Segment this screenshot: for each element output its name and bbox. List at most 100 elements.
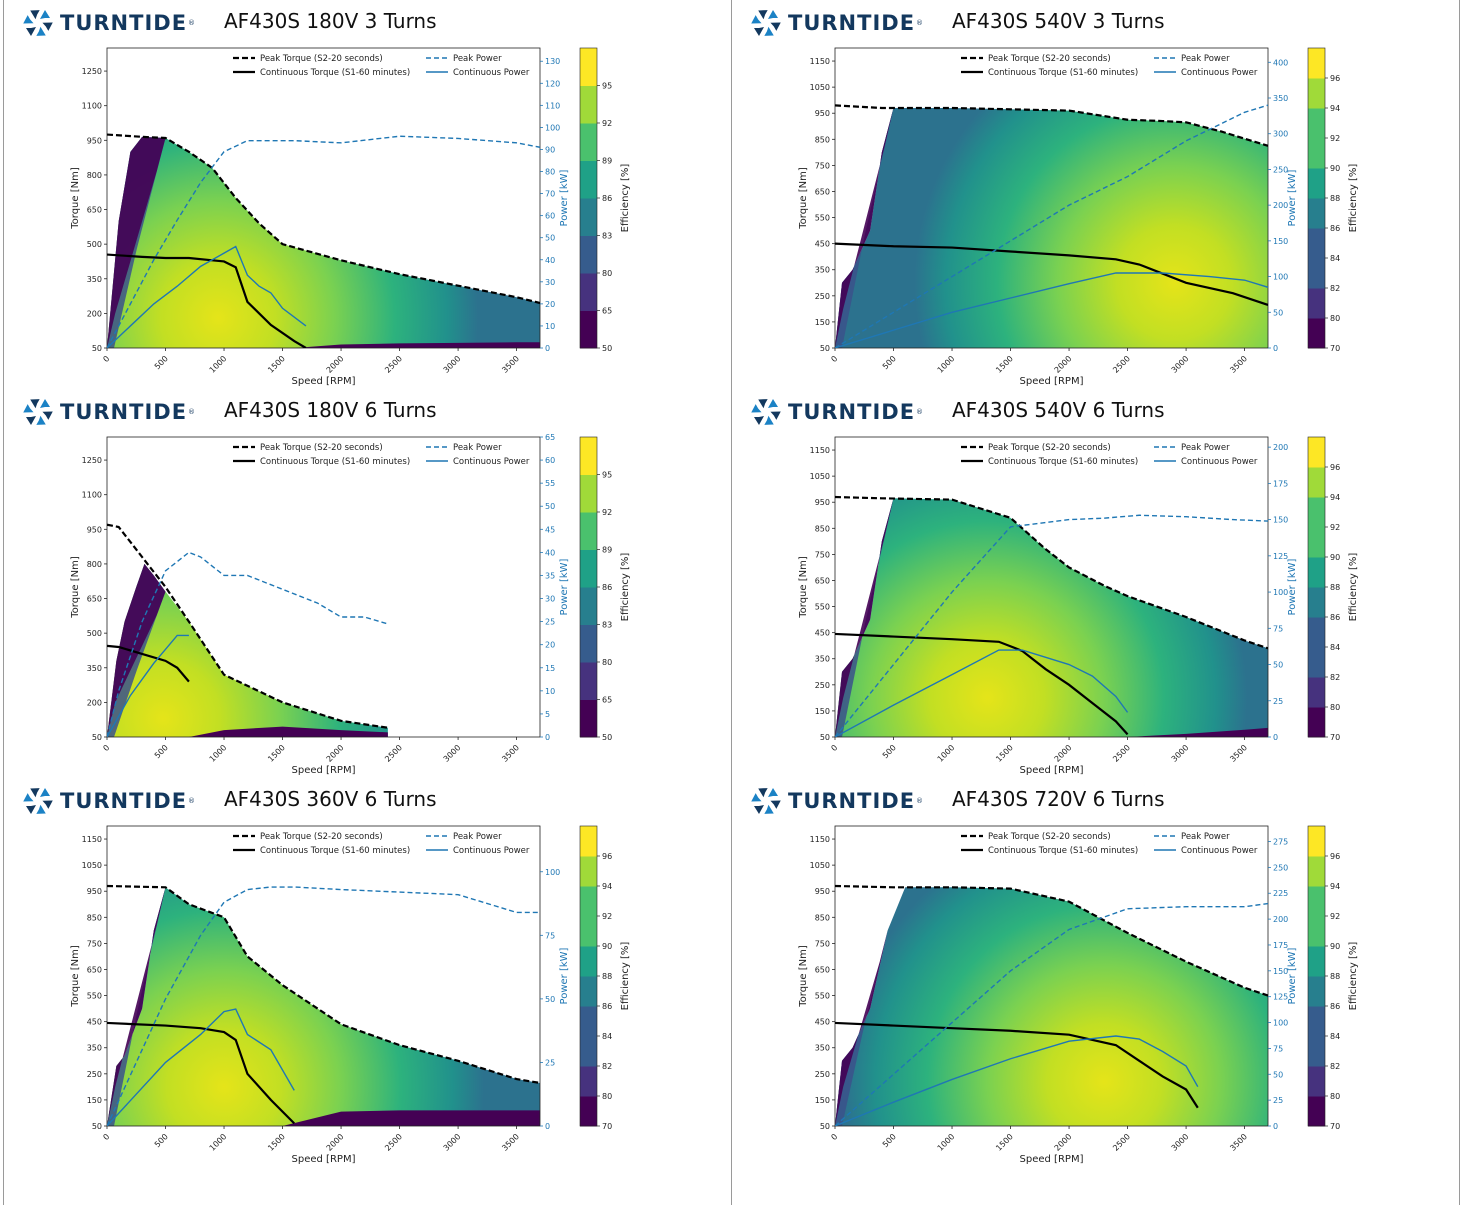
x-tick-label: 1000	[936, 743, 957, 764]
efficiency-contour-region	[835, 108, 1268, 348]
legend-entry: Continuous Power	[1181, 457, 1258, 467]
colorbar-tick-label: 90	[602, 942, 612, 951]
x-tick-label: 2500	[1111, 1132, 1132, 1153]
y2-tick-label: 175	[1273, 479, 1288, 488]
legend-entry: Peak Torque (S2-20 seconds)	[260, 832, 383, 842]
colorbar-tick-label: 94	[1330, 104, 1340, 113]
efficiency-colorbar: 70 80 82 84 86 88 90 92 94 96	[1307, 436, 1340, 742]
y-tick-label: 500	[87, 629, 102, 638]
y-tick-label: 950	[87, 887, 102, 896]
peak-power-line	[835, 902, 1268, 1126]
colorbar-tick-label: 86	[1330, 224, 1340, 233]
colorbar-tick-label: 89	[602, 546, 612, 555]
colorbar-tick-label: 94	[1330, 882, 1340, 891]
efficiency-map-chart: 0 500 1000 1500 2000 2500 3000 3500502003505006…	[70, 47, 631, 387]
brand-name: TURNTIDE	[788, 789, 916, 813]
colorbar-segment	[580, 437, 597, 475]
colorbar-segment	[1308, 1006, 1325, 1037]
x-tick-label: 0	[829, 1132, 839, 1142]
y2-tick-label: 10	[545, 322, 555, 331]
turntide-logo-icon	[23, 788, 53, 814]
x-axis-label: Speed [RPM]	[1020, 1154, 1084, 1165]
colorbar-tick-label: 96	[1330, 852, 1340, 861]
x-tick-label: 3500	[500, 354, 521, 375]
y-tick-label: 950	[87, 136, 102, 145]
lowest-efficiency-wedge	[107, 136, 166, 348]
legend-entry: Peak Power	[1181, 443, 1230, 453]
y-tick-label: 550	[87, 992, 102, 1001]
colorbar-tick-label: 88	[602, 972, 612, 981]
colorbar-tick-label: 96	[1330, 74, 1340, 83]
colorbar-tick-label: 80	[1330, 1092, 1340, 1101]
y-tick-label: 250	[87, 1070, 102, 1079]
x-tick-label: 0	[101, 354, 111, 364]
brand-name: TURNTIDE	[788, 400, 916, 424]
colorbar-segment	[1308, 138, 1325, 169]
y2-tick-label: 0	[545, 1122, 550, 1131]
y2-tick-label: 0	[1273, 733, 1278, 742]
y2-tick-label: 60	[545, 212, 555, 221]
y2-tick-label: 150	[1273, 967, 1288, 976]
x-axis-label: Speed [RPM]	[292, 765, 356, 776]
y2-tick-label: 0	[1273, 344, 1278, 353]
efficiency-colorbar: 70 80 82 84 86 88 90 92 94 96	[1307, 47, 1340, 353]
colorbar-segment	[1308, 108, 1325, 139]
y2-tick-label: 35	[545, 571, 555, 580]
y-tick-label: 150	[815, 1096, 830, 1105]
lowest-efficiency-wedge	[835, 498, 894, 737]
colorbar-tick-label: 86	[602, 583, 612, 592]
colorbar-tick-label: 94	[1330, 493, 1340, 502]
efficiency-map-chart: 0 500 1000 1500 2000 2500 3000 3500501502503504…	[798, 47, 1359, 387]
legend-entry: Peak Power	[1181, 832, 1230, 842]
efficiency-contour-region	[107, 136, 540, 348]
colorbar-tick-label: 70	[1330, 344, 1340, 353]
x-tick-label: 3000	[1170, 1132, 1191, 1153]
x-tick-label: 2500	[383, 743, 404, 764]
chart-title: AF430S 540V 3 Turns	[952, 9, 1165, 33]
chart-panel-3: TURNTIDE ® AF430S 180V 6 Turns 0 500 1000 1500…	[0, 389, 728, 778]
x-tick-label: 0	[829, 743, 839, 753]
continuous-power-line	[107, 634, 189, 737]
colorbar-segment	[1308, 856, 1325, 887]
colorbar-label: Efficiency [%]	[1348, 942, 1359, 1011]
y-tick-label: 500	[87, 240, 102, 249]
y-tick-label: 550	[815, 992, 830, 1001]
y-tick-label: 1050	[810, 472, 830, 481]
y2-axis-label: Power [kW]	[1287, 169, 1298, 226]
chart-legend: Peak Torque (S2-20 seconds) Continuous To…	[233, 54, 530, 78]
legend-entry: Continuous Power	[453, 457, 530, 467]
x-tick-label: 3000	[442, 354, 463, 375]
chart-legend: Peak Torque (S2-20 seconds) Continuous To…	[961, 54, 1258, 78]
colorbar-tick-label: 80	[1330, 314, 1340, 323]
colorbar-segment	[580, 474, 597, 513]
peak-torque-line	[835, 104, 1268, 147]
plot-area	[834, 47, 1269, 349]
colorbar-segment	[1308, 288, 1325, 319]
efficiency-map-chart: 0 500 1000 1500 2000 2500 3000 3500501502503504…	[798, 436, 1359, 776]
colorbar-segment	[1308, 886, 1325, 917]
continuous-torque-line	[835, 1021, 1199, 1109]
y2-tick-label: 225	[1273, 889, 1288, 898]
colorbar-segment	[1308, 228, 1325, 259]
colorbar-tick-label: 80	[602, 658, 612, 667]
x-tick-label: 500	[881, 1132, 898, 1149]
colorbar-tick-label: 86	[1330, 1002, 1340, 1011]
y2-tick-label: 20	[545, 641, 555, 650]
colorbar-tick-label: 80	[1330, 703, 1340, 712]
x-tick-label: 1500	[266, 743, 287, 764]
low-efficiency-wedge	[835, 108, 894, 348]
y-tick-label: 1150	[810, 835, 830, 844]
y2-tick-label: 100	[545, 868, 560, 877]
y-tick-label: 1150	[810, 446, 830, 455]
colorbar-segment	[580, 587, 597, 625]
y-tick-label: 1150	[810, 57, 830, 66]
colorbar-tick-label: 80	[602, 269, 612, 278]
y2-tick-label: 75	[1273, 1044, 1283, 1053]
colorbar-segment	[580, 946, 597, 977]
x-tick-label: 500	[881, 743, 898, 760]
colorbar-tick-label: 82	[1330, 284, 1340, 293]
colorbar-segment	[580, 123, 597, 161]
peak-power-line	[835, 514, 1268, 737]
chart-title: AF430S 180V 6 Turns	[224, 398, 437, 422]
y2-tick-label: 5	[545, 710, 550, 719]
